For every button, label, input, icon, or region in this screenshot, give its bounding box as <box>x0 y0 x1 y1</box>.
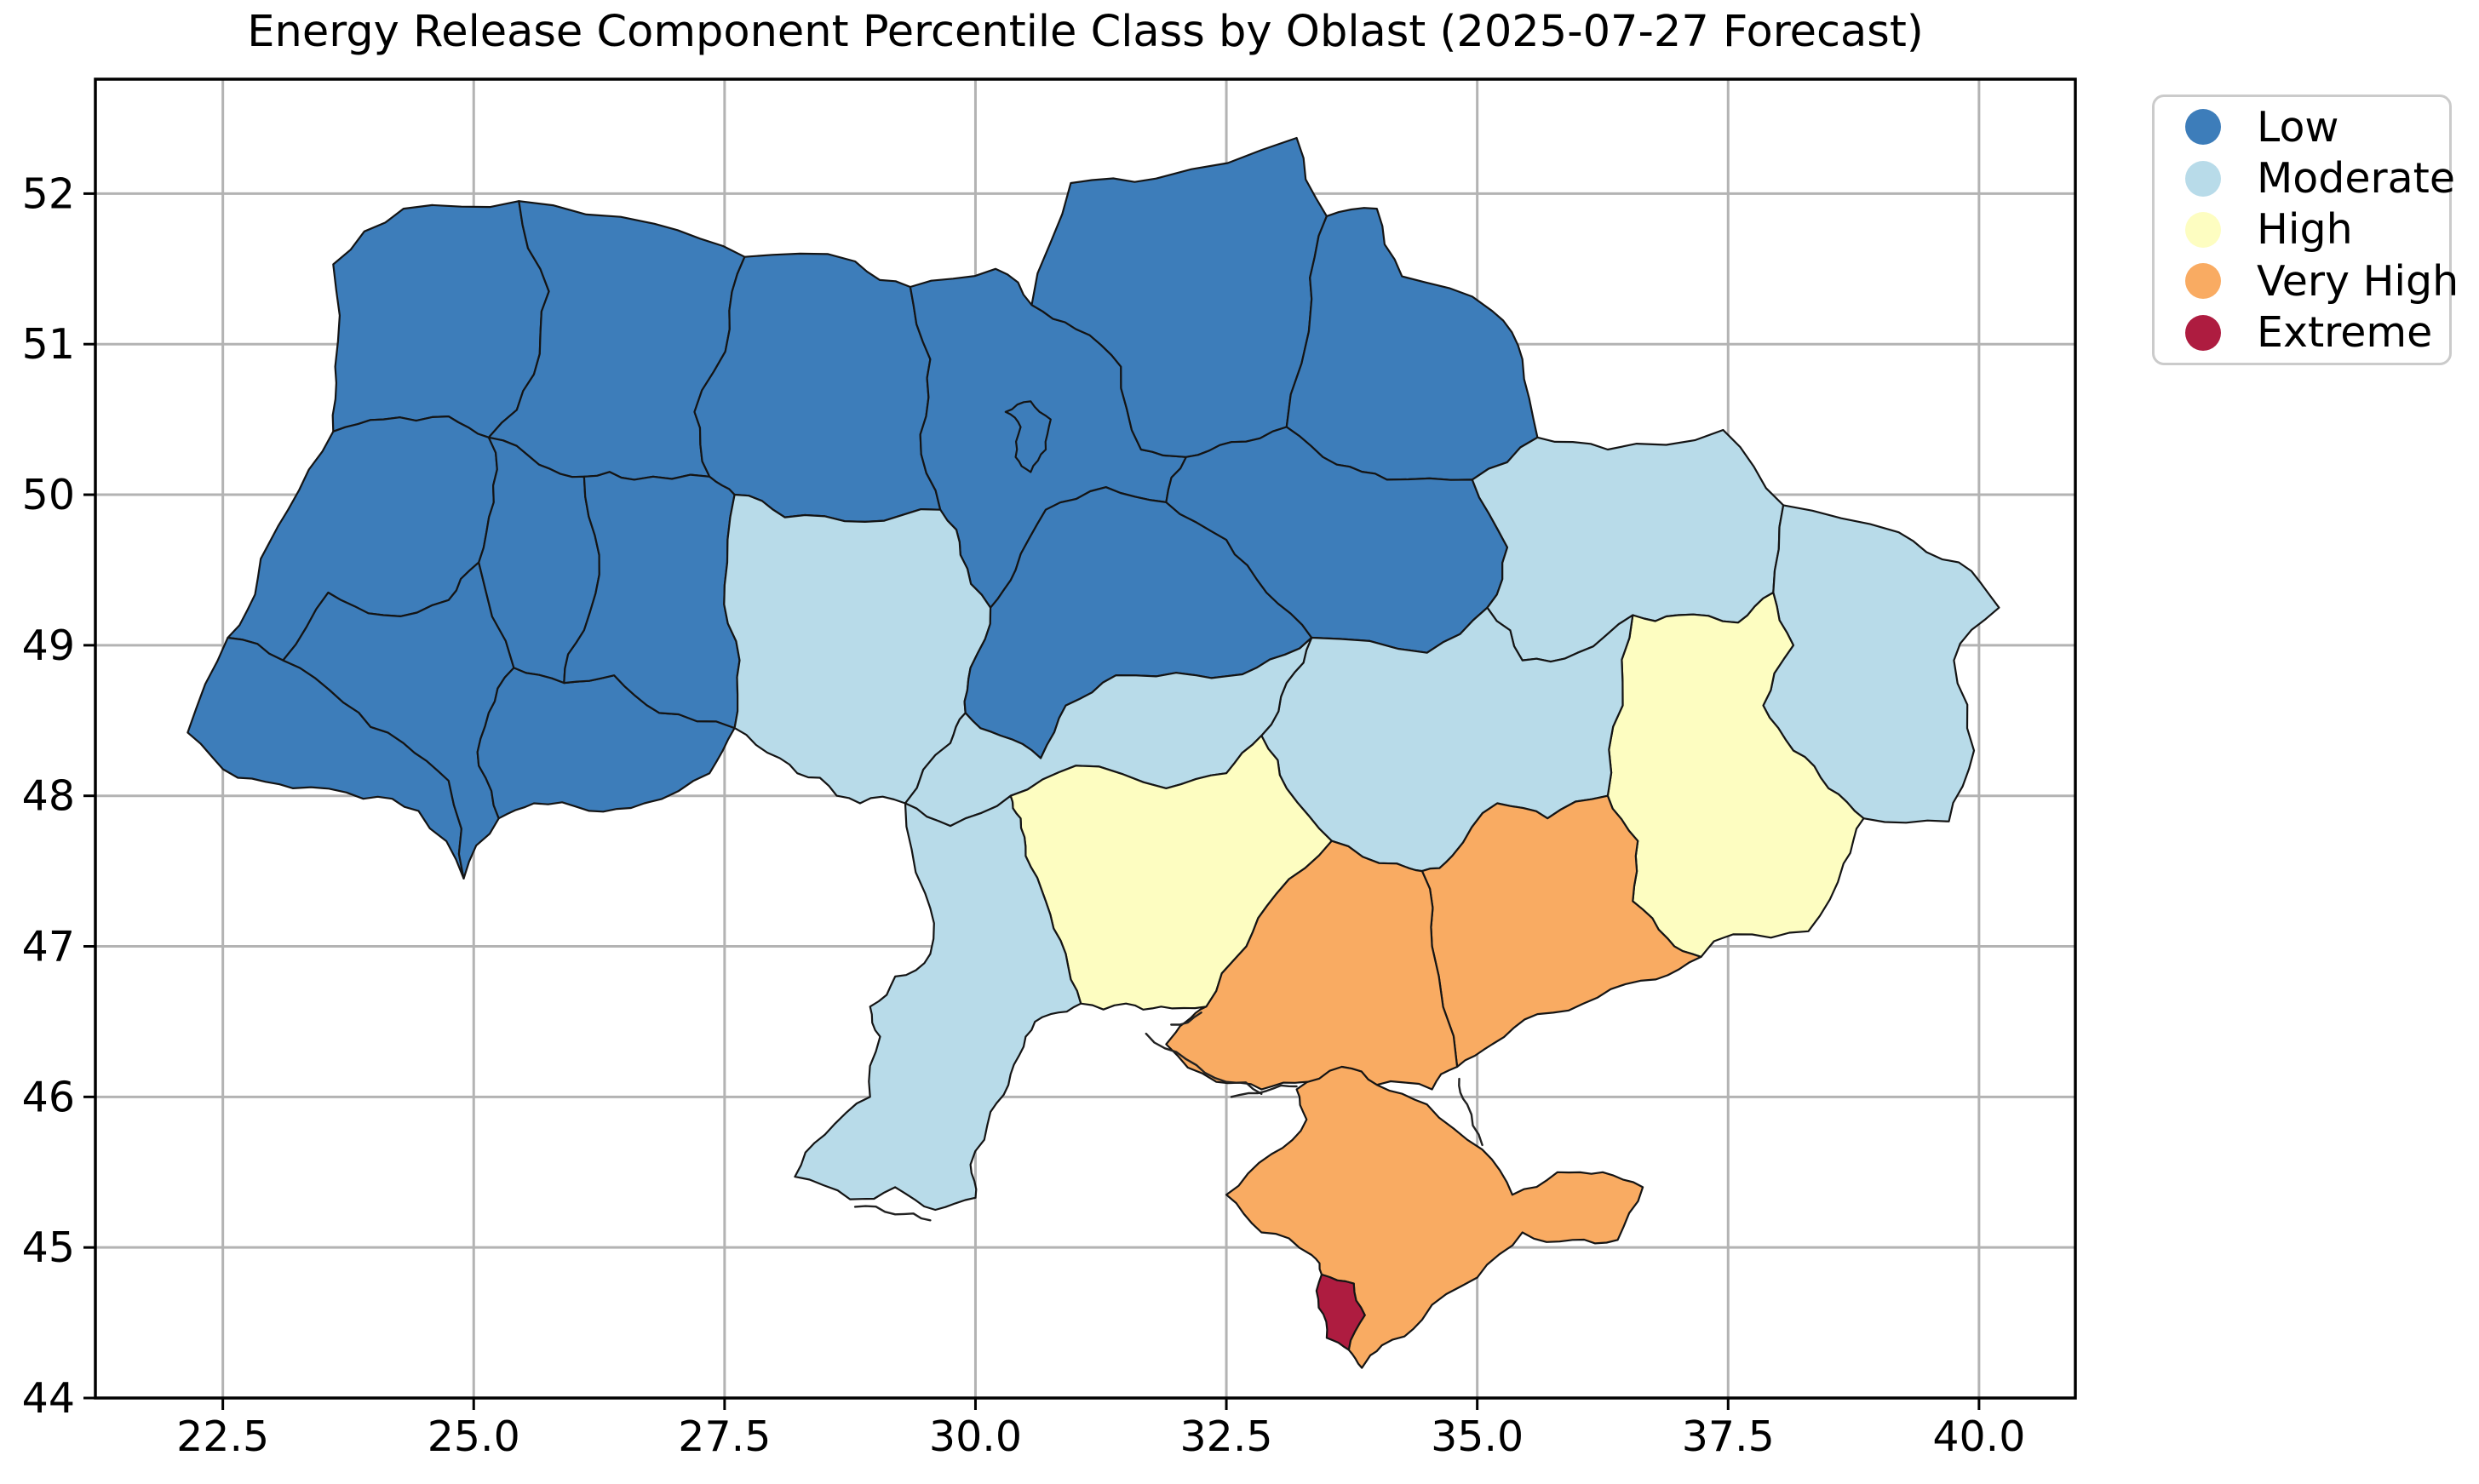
legend-item-extreme: Extreme <box>2155 308 2449 358</box>
legend-box: Low Moderate High Very High Extreme <box>2152 95 2459 365</box>
legend-label-moderate: Moderate <box>2257 154 2456 203</box>
region-sevastopol <box>1315 1273 1366 1351</box>
legend-swatch-high-icon <box>2185 211 2221 248</box>
dzharylhach-spit <box>1230 1084 1298 1098</box>
y-tick-label-48: 48 <box>22 772 75 821</box>
legend-swatch-very-high-icon <box>2185 263 2221 300</box>
y-tick-label-47: 47 <box>22 923 75 971</box>
y-tick-label-52: 52 <box>22 169 75 218</box>
legend-swatch-low-icon <box>2185 109 2221 146</box>
region-crimea <box>1225 1065 1644 1369</box>
axes-frame <box>94 77 2077 1400</box>
legend-label-high: High <box>2257 205 2353 255</box>
region-kyiv-city <box>1004 400 1052 473</box>
y-tick-label-49: 49 <box>22 622 75 670</box>
legend-item-low: Low <box>2155 102 2449 152</box>
region-volyn <box>331 200 550 438</box>
y-tick-label-46: 46 <box>22 1073 75 1121</box>
x-tick-label-37.5: 37.5 <box>1682 1412 1775 1461</box>
y-tick-label-50: 50 <box>22 471 75 519</box>
x-tick-label-32.5: 32.5 <box>1180 1412 1273 1461</box>
x-tick-label-22.5: 22.5 <box>176 1412 269 1461</box>
y-axis: 52 51 50 49 48 47 46 45 44 <box>22 169 95 1423</box>
region-zhytomyr <box>693 252 942 523</box>
legend-label-very-high: Very High <box>2257 256 2459 306</box>
legend-label-low: Low <box>2257 102 2339 152</box>
y-tick-label-44: 44 <box>22 1374 75 1423</box>
legend-item-very-high: Very High <box>2155 256 2459 306</box>
kinburn-spit <box>1170 1011 1202 1026</box>
legend-item-high: High <box>2155 205 2449 255</box>
region-odesa <box>794 794 1082 1212</box>
legend-swatch-moderate-icon <box>2185 160 2221 197</box>
x-axis: 22.5 25.0 27.5 30.0 32.5 35.0 37.5 40.0 <box>176 1398 2025 1461</box>
arabat-spit <box>1458 1077 1483 1147</box>
oblast-regions <box>186 136 2000 1369</box>
x-tick-label-27.5: 27.5 <box>678 1412 771 1461</box>
region-zaporizhzhia <box>1420 794 1702 1069</box>
x-tick-label-40.0: 40.0 <box>1932 1412 2025 1461</box>
legend-swatch-extreme-icon <box>2185 314 2221 351</box>
danube-arm <box>853 1205 932 1222</box>
legend-label-extreme: Extreme <box>2257 308 2433 358</box>
y-tick-label-51: 51 <box>22 320 75 369</box>
x-tick-label-35.0: 35.0 <box>1431 1412 1524 1461</box>
chart-title: Energy Release Component Percentile Clas… <box>247 7 1924 57</box>
x-tick-label-25.0: 25.0 <box>428 1412 520 1461</box>
x-tick-label-30.0: 30.0 <box>929 1412 1022 1461</box>
coast-features <box>853 1011 1483 1222</box>
region-sumy <box>1285 207 1539 481</box>
tendra-spit <box>1145 1032 1263 1095</box>
legend-item-moderate: Moderate <box>2155 154 2455 203</box>
y-tick-label-45: 45 <box>22 1223 75 1272</box>
